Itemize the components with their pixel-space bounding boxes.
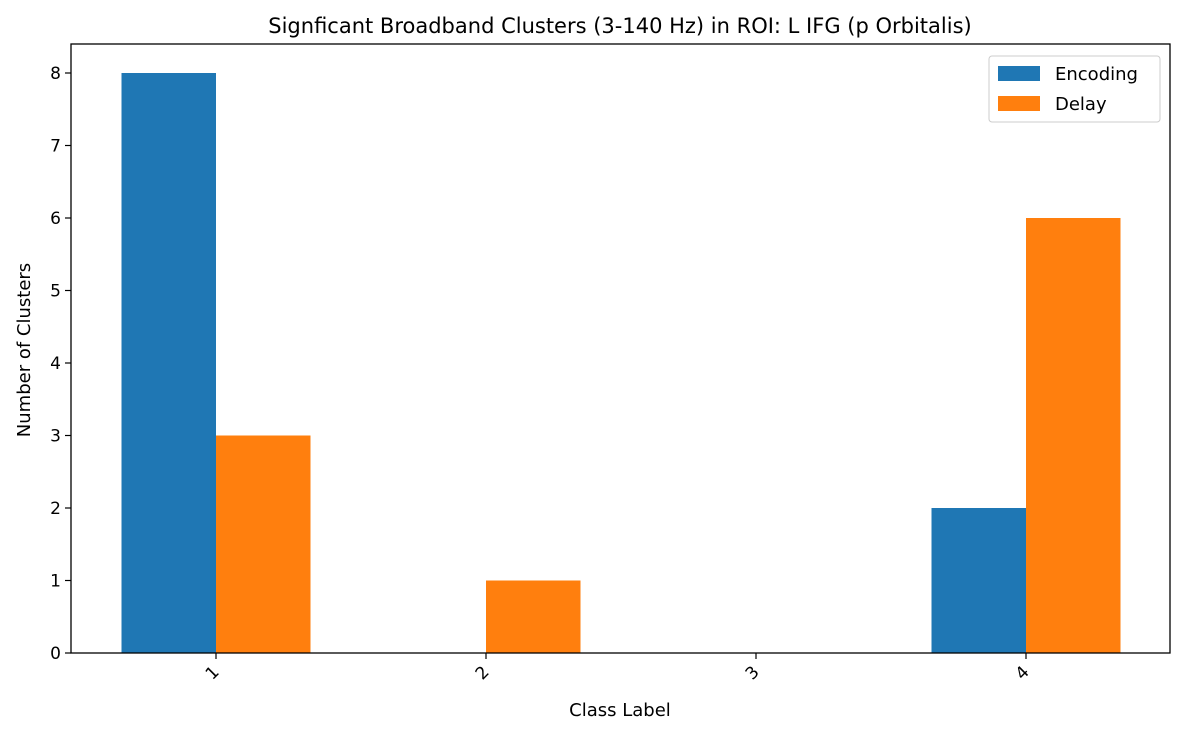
x-axis: 1 2 3 4 [202,653,1034,684]
legend-swatch-encoding [998,66,1040,81]
chart-title: Signficant Broadband Clusters (3-140 Hz)… [268,14,971,38]
x-tick-label: 1 [202,662,224,684]
bar-encoding-4 [931,508,1026,653]
y-tick-label: 1 [50,572,61,592]
legend: Encoding Delay [988,55,1161,123]
x-axis-label: Class Label [569,700,671,721]
y-tick-label: 3 [50,427,61,447]
y-tick-label: 6 [50,209,61,229]
y-tick-label: 2 [50,499,61,519]
x-tick-label: 4 [1012,662,1034,684]
legend-label-encoding: Encoding [1055,64,1138,85]
y-tick-label: 0 [50,644,61,664]
legend-swatch-delay [998,96,1040,111]
y-tick-label: 8 [50,64,61,84]
y-axis-label: Number of Clusters [14,263,35,437]
bar-delay-4 [1026,218,1121,653]
x-tick-label: 2 [472,662,494,684]
bar-delay-2 [486,580,581,653]
bar-delay-1 [216,435,311,653]
plot-frame [70,43,1171,654]
legend-label-delay: Delay [1055,94,1107,115]
bar-encoding-1 [121,73,216,653]
y-axis: 0 1 2 3 4 5 6 7 8 [50,64,71,664]
plot-area [121,73,1121,653]
y-tick-label: 7 [50,137,61,157]
y-tick-label: 5 [50,282,61,302]
y-tick-label: 4 [50,354,61,374]
x-tick-label: 3 [742,662,764,684]
